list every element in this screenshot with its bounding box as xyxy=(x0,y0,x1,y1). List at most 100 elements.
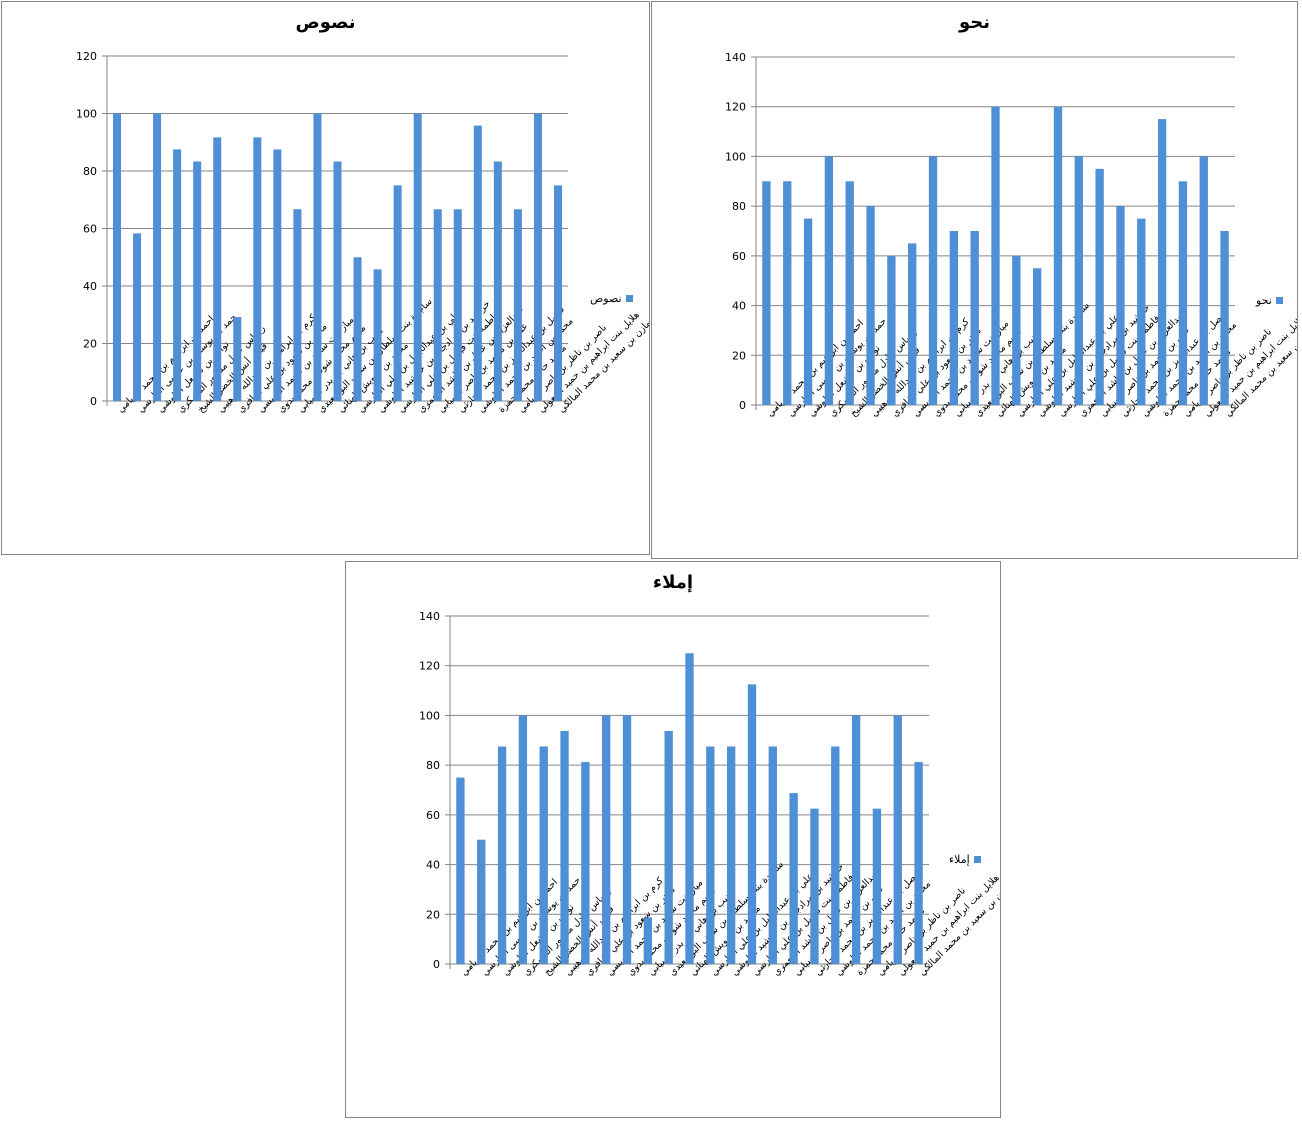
legend-label: إملاء xyxy=(949,853,970,866)
y-tick-label: 120 xyxy=(419,660,440,673)
bar xyxy=(622,715,632,964)
bar xyxy=(1199,156,1208,405)
bar xyxy=(949,231,959,405)
y-tick-label: 120 xyxy=(725,101,746,114)
legend-label: نحو xyxy=(1256,294,1272,307)
y-tick-label: 140 xyxy=(725,51,746,64)
bar xyxy=(783,181,792,405)
bar xyxy=(664,730,673,964)
y-tick-label: 60 xyxy=(732,250,746,263)
chart-title: إملاء xyxy=(652,572,694,593)
bar xyxy=(513,209,522,401)
bar xyxy=(810,808,819,964)
bar xyxy=(453,209,462,401)
y-tick-label: 40 xyxy=(732,300,746,313)
bar xyxy=(393,185,402,401)
y-tick-label: 80 xyxy=(426,759,440,772)
bar xyxy=(313,113,322,401)
y-tick-label: 20 xyxy=(83,338,97,351)
bar xyxy=(173,149,182,401)
bar xyxy=(887,255,896,405)
bar xyxy=(1074,156,1083,405)
bar xyxy=(581,762,590,964)
bar xyxy=(293,209,302,401)
bar xyxy=(747,684,757,964)
y-tick-label: 0 xyxy=(90,395,97,408)
bar xyxy=(1178,181,1188,405)
bar xyxy=(914,762,923,964)
bar xyxy=(991,106,1000,405)
bar xyxy=(233,317,242,401)
bar xyxy=(643,917,653,964)
bar xyxy=(726,746,736,964)
legend: نصوص xyxy=(590,292,633,305)
bar xyxy=(353,257,362,401)
bar xyxy=(685,653,694,964)
bar xyxy=(928,156,938,405)
legend-swatch xyxy=(1275,297,1283,304)
bar xyxy=(970,231,979,405)
y-tick-label: 20 xyxy=(732,349,746,362)
bar xyxy=(768,746,777,964)
bar xyxy=(1220,231,1229,405)
bar xyxy=(553,185,562,401)
y-tick-label: 60 xyxy=(83,223,97,236)
bar xyxy=(560,730,569,964)
bar xyxy=(333,161,342,401)
chart-panel-nusus: نصوص 0 20 40 60 80 100 120 احمد بن ابراهيم بن م… xyxy=(1,1,650,555)
bar xyxy=(602,715,611,964)
bar xyxy=(706,746,715,964)
bar xyxy=(851,715,861,964)
bar xyxy=(893,715,902,964)
bar xyxy=(113,113,122,401)
bar xyxy=(456,777,465,964)
bar xyxy=(433,209,442,401)
bar xyxy=(373,269,382,401)
bar xyxy=(1116,206,1125,405)
bar xyxy=(477,839,486,964)
bar xyxy=(908,243,917,405)
legend-swatch xyxy=(625,295,633,302)
chart-panel-imla: إملاء 0 20 40 60 80 100 120 140 احمد بن ابراهيم … xyxy=(345,561,1001,1118)
y-tick-label: 0 xyxy=(433,958,440,971)
legend-label: نصوص xyxy=(590,292,622,305)
chart-panel-nahw: نحو 0 20 40 60 80 100 120 140 احمد بن ابراهيم بن… xyxy=(651,1,1298,559)
chart-title: نحو xyxy=(958,12,991,33)
bar xyxy=(213,137,222,402)
bar xyxy=(273,149,282,401)
bar xyxy=(824,156,834,405)
legend: إملاء xyxy=(949,853,981,866)
y-tick-label: 140 xyxy=(419,610,440,623)
bar xyxy=(866,206,875,405)
bar xyxy=(845,181,854,405)
bar xyxy=(493,161,502,401)
y-tick-label: 60 xyxy=(426,809,440,822)
y-tick-label: 100 xyxy=(725,150,746,163)
bar xyxy=(1012,255,1021,405)
bar xyxy=(762,181,771,405)
bar xyxy=(539,746,548,964)
y-tick-label: 80 xyxy=(83,165,97,178)
y-tick-label: 40 xyxy=(426,859,440,872)
bar xyxy=(803,218,813,405)
y-tick-label: 100 xyxy=(76,108,97,121)
bar xyxy=(872,808,882,964)
legend: نحو xyxy=(1256,294,1283,307)
bar xyxy=(831,746,840,964)
y-tick-label: 40 xyxy=(83,280,97,293)
bar xyxy=(193,161,202,401)
y-tick-label: 120 xyxy=(76,50,97,63)
bar xyxy=(133,233,142,401)
bar xyxy=(153,113,162,401)
bar xyxy=(1157,119,1167,406)
bar xyxy=(518,715,528,964)
bar xyxy=(413,113,422,401)
y-tick-label: 20 xyxy=(426,908,440,921)
y-tick-label: 0 xyxy=(739,399,746,412)
bar xyxy=(1032,268,1042,405)
y-tick-label: 80 xyxy=(732,200,746,213)
bar xyxy=(473,125,482,401)
